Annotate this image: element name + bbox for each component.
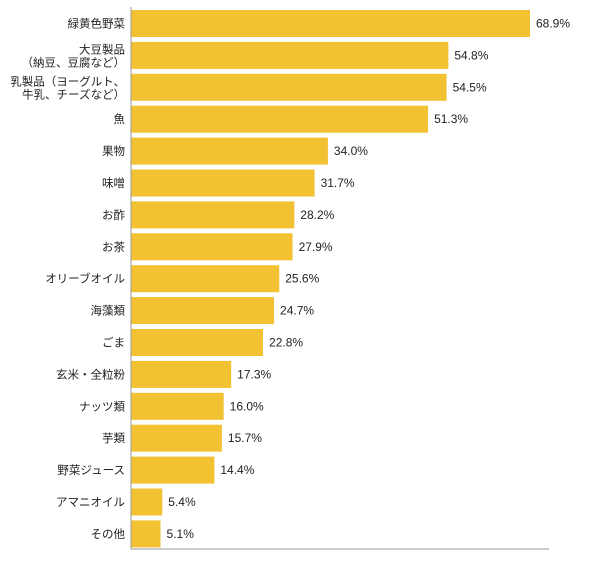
value-label-9: 24.7%	[280, 304, 314, 318]
value-label-1: 54.8%	[454, 48, 488, 62]
bar-0	[131, 10, 530, 37]
value-label-4: 34.0%	[334, 144, 368, 158]
value-label-7: 27.9%	[299, 240, 333, 254]
category-label-5: 味噌	[102, 176, 125, 190]
category-label-0: 緑黄色野菜	[68, 17, 126, 31]
bar-6	[131, 201, 295, 229]
value-label-12: 16.0%	[230, 399, 264, 413]
value-label-6: 28.2%	[300, 208, 334, 222]
value-label-11: 17.3%	[237, 367, 271, 381]
category-label-12: ナッツ類	[79, 399, 125, 413]
category-label-3: 魚	[114, 112, 126, 126]
value-label-5: 31.7%	[321, 176, 355, 190]
category-label-1: 大豆製品（納豆、豆腐など）	[22, 42, 126, 69]
bar-3	[131, 105, 429, 133]
bar-4	[131, 137, 328, 165]
bar-10	[131, 329, 264, 356]
value-labels-group: 68.9% 54.8% 54.5% 51.3% 34.0% 31.7% 28.2% 27.9%…	[167, 17, 571, 541]
bars-group	[131, 10, 530, 548]
bar-2	[131, 73, 447, 101]
bar-8	[131, 265, 280, 293]
category-label-11: 玄米・全粒粉	[56, 367, 125, 381]
bar-13	[131, 424, 222, 452]
category-label-2: 乳製品（ヨーグルト、牛乳、チーズなど）	[10, 74, 125, 101]
category-label-13: 芋類	[102, 431, 125, 445]
bar-5	[131, 169, 315, 197]
bar-1	[131, 41, 449, 69]
category-label-10: ごま	[102, 336, 125, 350]
bar-9	[131, 297, 275, 325]
category-label-4: 果物	[102, 144, 125, 158]
bar-7	[131, 233, 293, 261]
value-label-10: 22.8%	[269, 336, 303, 350]
bar-11	[131, 360, 232, 388]
value-label-0: 68.9%	[536, 17, 570, 31]
bar-14	[131, 456, 215, 484]
value-label-15: 5.4%	[168, 495, 196, 509]
category-label-9: 海藻類	[91, 304, 126, 318]
value-label-3: 51.3%	[434, 112, 468, 126]
category-label-16: その他	[91, 527, 126, 541]
bar-12	[131, 392, 224, 420]
bar-16	[131, 520, 161, 548]
category-label-6: お酢	[102, 208, 125, 222]
category-label-14: 野菜ジュース	[57, 463, 125, 477]
category-label-8: オリーブオイル	[45, 272, 125, 286]
category-label-15: アマニオイル	[56, 495, 125, 509]
bar-15	[131, 488, 163, 516]
value-label-16: 5.1%	[167, 527, 195, 541]
value-label-14: 14.4%	[220, 463, 254, 477]
value-label-8: 25.6%	[285, 272, 319, 286]
value-label-13: 15.7%	[228, 431, 262, 445]
value-label-2: 54.5%	[453, 80, 487, 94]
category-label-7: お茶	[102, 240, 125, 254]
